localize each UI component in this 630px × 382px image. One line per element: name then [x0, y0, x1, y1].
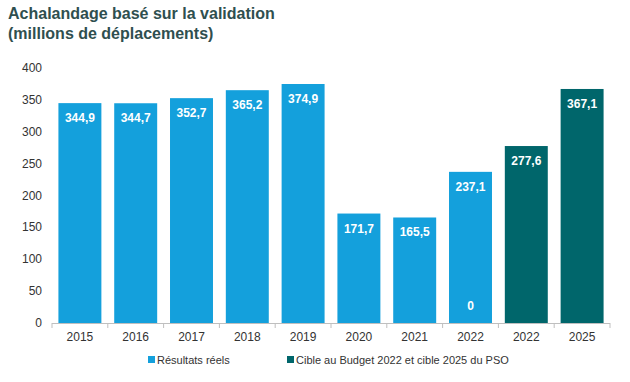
- y-tick-label: 300: [22, 125, 42, 139]
- subtitle: (millions de déplacements): [8, 25, 213, 42]
- data-label: 365,2: [232, 98, 262, 112]
- data-label: 237,1: [455, 180, 485, 194]
- bar: [449, 323, 492, 324]
- x-tick-label: 2016: [122, 330, 149, 344]
- y-tick-label: 50: [29, 284, 43, 298]
- data-label: 165,5: [400, 225, 430, 239]
- data-label: 367,1: [567, 97, 597, 111]
- bar: [505, 146, 548, 323]
- x-tick-label: 2021: [401, 330, 428, 344]
- legend-swatch: [287, 356, 294, 363]
- bar: [561, 89, 604, 323]
- x-tick: [107, 323, 108, 328]
- x-tick: [52, 323, 53, 328]
- x-tick: [386, 323, 387, 328]
- chart: Achalandage basé sur la validation (milli…: [0, 0, 630, 382]
- data-label: 344,7: [121, 111, 151, 125]
- x-tick: [163, 323, 164, 328]
- data-label: 171,7: [344, 222, 374, 236]
- data-label: 352,7: [176, 106, 206, 120]
- x-tick-label: 2017: [178, 330, 205, 344]
- x-tick-label: 2022: [513, 330, 540, 344]
- data-label: 374,9: [288, 92, 318, 106]
- bars: [58, 84, 603, 323]
- bar: [393, 217, 436, 323]
- y-tick-label: 100: [22, 252, 42, 266]
- legend-label: Cible au Budget 2022 et cible 2025 du PS…: [296, 354, 509, 366]
- data-label: 0: [467, 299, 474, 313]
- y-tick-label: 150: [22, 220, 42, 234]
- bar: [58, 103, 101, 323]
- x-tick-label: 2025: [569, 330, 596, 344]
- x-tick-label: 2018: [234, 330, 261, 344]
- x-tick-label: 2015: [67, 330, 94, 344]
- x-tick-label: 2022: [457, 330, 484, 344]
- data-label: 344,9: [65, 111, 95, 125]
- bar: [170, 98, 213, 323]
- x-tick: [331, 323, 332, 328]
- y-tick-label: 0: [35, 316, 42, 330]
- x-tick-label: 2019: [290, 330, 317, 344]
- y-tick-label: 350: [22, 93, 42, 107]
- bar: [114, 103, 157, 323]
- x-tick: [275, 323, 276, 328]
- data-label: 277,6: [511, 154, 541, 168]
- bar: [226, 90, 269, 323]
- y-tick-label: 250: [22, 157, 42, 171]
- title: Achalandage basé sur la validation: [8, 5, 275, 22]
- legend-swatch: [148, 356, 155, 363]
- x-tick-label: 2020: [346, 330, 373, 344]
- x-tick: [554, 323, 555, 328]
- y-tick-label: 200: [22, 189, 42, 203]
- bar: [282, 84, 325, 323]
- x-tick: [610, 323, 611, 328]
- x-tick: [442, 323, 443, 328]
- y-tick-label: 400: [22, 61, 42, 75]
- legend-label: Résultats réels: [157, 354, 230, 366]
- x-tick: [498, 323, 499, 328]
- bar: [449, 172, 492, 323]
- bar: [337, 214, 380, 323]
- x-tick: [219, 323, 220, 328]
